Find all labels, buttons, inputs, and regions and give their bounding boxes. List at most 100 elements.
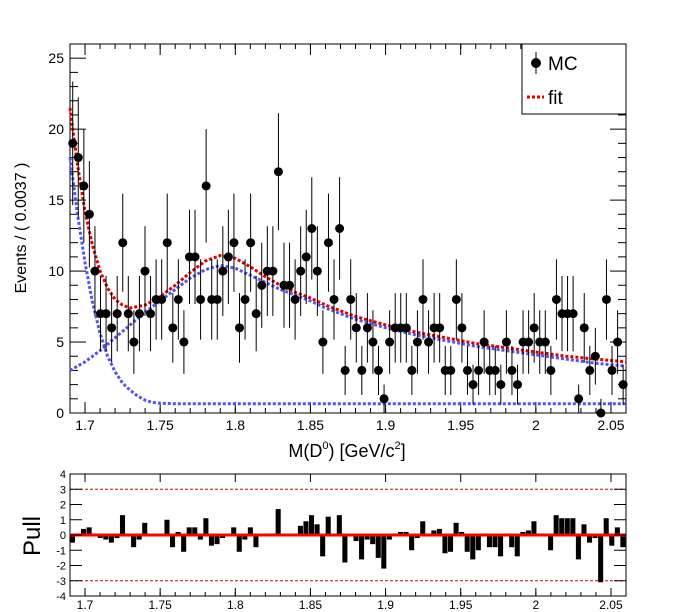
x-tick-label: 1.8 xyxy=(226,417,246,433)
pull-bar xyxy=(370,535,376,545)
y-tick-label: 20 xyxy=(48,121,64,137)
legend-box xyxy=(521,43,627,115)
pull-bar xyxy=(97,535,103,539)
mc-data-point xyxy=(507,365,517,375)
mc-data-point xyxy=(118,238,128,248)
pull-bar xyxy=(108,535,114,543)
mc-data-point xyxy=(596,408,606,418)
pull-bar xyxy=(509,535,515,548)
mc-data-point xyxy=(574,394,584,404)
pull-bar xyxy=(214,535,220,545)
pull-bar xyxy=(303,521,309,535)
mc-data-point xyxy=(329,294,339,304)
mc-data-point xyxy=(223,252,233,262)
pull-bar xyxy=(119,515,126,535)
mc-data-point xyxy=(462,365,472,375)
mc-data-point xyxy=(613,337,623,347)
pull-bar xyxy=(175,531,181,535)
mc-data-point xyxy=(179,337,189,347)
pull-bar xyxy=(603,518,609,535)
mc-data-point xyxy=(618,380,628,390)
mc-data-point xyxy=(501,337,511,347)
legend-mc-marker xyxy=(531,58,541,68)
mc-data-point xyxy=(268,266,278,276)
pull-bar xyxy=(464,535,470,552)
mc-data-point xyxy=(435,323,445,333)
pull-bar xyxy=(220,535,226,539)
mc-data-point xyxy=(601,294,611,304)
pull-bar xyxy=(397,531,404,535)
mc-data-point xyxy=(140,266,150,276)
mc-data-point xyxy=(212,294,222,304)
pull-bar xyxy=(359,535,365,560)
mc-data-point xyxy=(524,337,534,347)
mc-data-point xyxy=(246,238,256,248)
x-axis-label-main: M(D xyxy=(288,441,322,461)
pull-bar xyxy=(103,535,109,540)
mc-data-point xyxy=(68,138,78,148)
mc-data-point xyxy=(546,365,556,375)
pull-bar xyxy=(236,535,242,552)
pull-bar xyxy=(486,535,492,548)
x-tick-label: 1.95 xyxy=(447,417,474,433)
mc-data-point xyxy=(240,294,250,304)
pull-bar xyxy=(553,515,559,535)
pull-bar xyxy=(297,525,303,535)
x-axis-label-units-superscript: 2 xyxy=(395,440,401,452)
mc-data-point xyxy=(112,309,122,319)
pull-bar xyxy=(403,531,409,535)
pull-bar xyxy=(314,524,320,535)
pull-bar xyxy=(514,535,520,557)
pull-bar xyxy=(131,535,137,548)
mc-data-point xyxy=(251,309,261,319)
pull-bar xyxy=(231,527,237,535)
mc-data-point xyxy=(529,323,539,333)
mc-data-point xyxy=(134,309,144,319)
mc-data-point xyxy=(374,365,384,375)
pull-bar xyxy=(336,515,342,535)
pull-bar xyxy=(570,518,576,535)
pull-y-tick-label: -1 xyxy=(56,545,66,557)
mc-data-point xyxy=(385,337,395,347)
pull-x-tick-labels: 1.7 1.75 1.8 1.85 1.9 1.95 2 2.05 xyxy=(77,598,623,612)
mc-data-point xyxy=(273,167,283,177)
mc-data-point xyxy=(590,351,600,361)
mc-data-point xyxy=(168,323,178,333)
pull-bar xyxy=(386,535,392,540)
legend-mc-label: MC xyxy=(548,54,578,75)
mc-data-point xyxy=(424,337,434,347)
mc-data-point xyxy=(257,280,267,290)
mc-data-point xyxy=(351,323,361,333)
mc-data-point xyxy=(301,252,311,262)
mc-data-point xyxy=(146,309,156,319)
mc-data-point xyxy=(107,323,117,333)
pull-x-tick-label: 1.75 xyxy=(148,598,172,612)
pull-y-tick-label: -3 xyxy=(56,576,66,588)
pull-bar xyxy=(525,530,531,535)
pull-y-tick-label: -4 xyxy=(56,591,66,603)
mc-data-point xyxy=(479,337,489,347)
pull-bar xyxy=(548,535,554,551)
pull-bar xyxy=(320,535,326,557)
pull-bar xyxy=(203,518,209,535)
pull-reference-lines xyxy=(70,488,626,582)
mc-data-point xyxy=(190,252,200,262)
pull-bar xyxy=(531,521,537,535)
pull-y-tick-label: 1 xyxy=(60,515,66,527)
legend-fit-label: fit xyxy=(548,88,564,109)
pull-bar xyxy=(470,535,476,560)
pull-x-tick-label: 1.9 xyxy=(377,598,394,612)
pull-bar xyxy=(353,535,359,542)
pull-bar xyxy=(197,535,203,540)
pull-plot-panel: 1.7 1.75 1.8 1.85 1.9 1.95 2 2.05 -4 -3 -2 -1 0 1 2 3 4… xyxy=(19,469,627,612)
pull-bar xyxy=(614,527,620,535)
pull-y-tick-label: -2 xyxy=(56,561,66,573)
mc-data-point xyxy=(513,380,523,390)
x-tick-label: 2 xyxy=(532,417,540,433)
pull-bar xyxy=(520,531,526,535)
pull-bar xyxy=(620,535,626,548)
pull-bar xyxy=(114,535,120,539)
pull-bar xyxy=(364,535,370,540)
mc-data-point xyxy=(101,309,111,319)
mc-data-point xyxy=(312,266,322,276)
